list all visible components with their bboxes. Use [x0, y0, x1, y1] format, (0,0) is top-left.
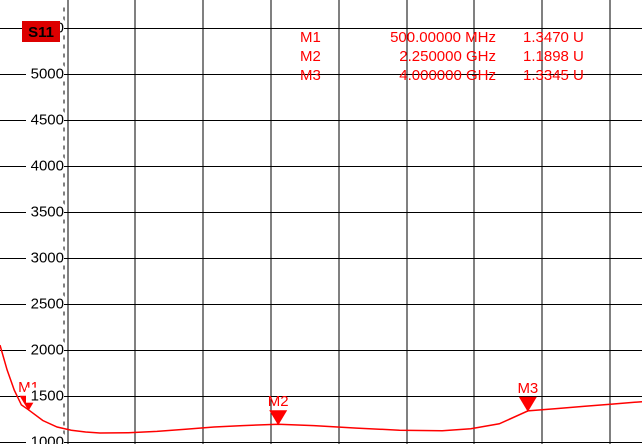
y-tick-label: 3500	[31, 204, 64, 221]
y-tick-label: 2500	[31, 296, 64, 313]
y-tick-label: 2000	[31, 342, 64, 359]
trace-line	[0, 344, 642, 434]
y-tick-label: 1000	[31, 434, 64, 444]
tick-label-background	[26, 341, 64, 357]
y-tick-label: 4000	[31, 158, 64, 175]
trace-layer	[0, 344, 642, 434]
tick-label-background	[26, 111, 64, 127]
readout-value: 1.3345 U	[523, 67, 584, 84]
marker-readout-table: M1 500.00000 MHz 1.3470 U M2 2.250000 GHz 1.1…	[300, 29, 584, 84]
tick-label-background	[26, 433, 64, 444]
tick-label-background	[26, 387, 64, 403]
readout-value: 1.3470 U	[523, 29, 584, 46]
readout-frequency: 4.000000 GHz	[399, 67, 496, 84]
trace-badge-background	[22, 21, 60, 42]
y-tick-label: 5000	[31, 66, 64, 83]
marker-label-m2: M2	[268, 393, 289, 410]
marker-triangle-m3[interactable]	[518, 396, 537, 412]
marker-triangle-m2[interactable]	[269, 410, 288, 426]
readout-marker-name: M1	[300, 29, 321, 46]
trace-badge: S11	[22, 21, 60, 42]
readout-frequency: 500.00000 MHz	[390, 29, 496, 46]
marker-label-m3: M3	[517, 380, 538, 397]
y-tick-label: 3000	[31, 250, 64, 267]
readout-value: 1.1898 U	[523, 48, 584, 65]
tick-label-background	[26, 157, 64, 173]
y-tick-label: 1500	[31, 388, 64, 405]
readout-marker-name: M2	[300, 48, 321, 65]
tick-label-background	[26, 203, 64, 219]
y-tick-label: 4500	[31, 112, 64, 129]
readout-marker-name: M3	[300, 67, 321, 84]
tick-label-background	[26, 295, 64, 311]
trace-badge-label: S11	[28, 24, 54, 41]
readout-frequency: 2.250000 GHz	[399, 48, 496, 65]
tick-label-background	[26, 65, 64, 81]
tick-label-background	[26, 249, 64, 265]
